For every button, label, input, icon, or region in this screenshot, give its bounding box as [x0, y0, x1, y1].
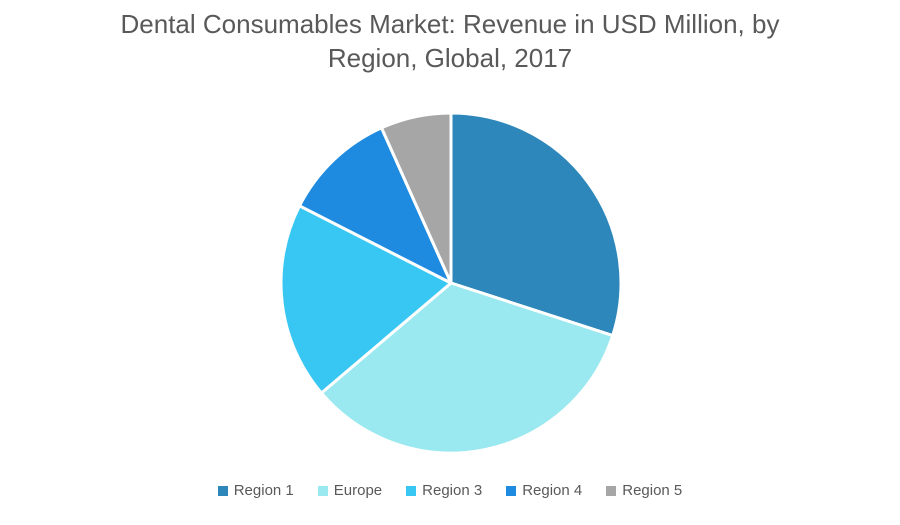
legend-item-region-1: Region 1	[217, 481, 294, 501]
legend-item-europe: Europe	[317, 481, 383, 501]
legend-swatch-region-3	[406, 486, 417, 496]
legend-swatch-region-5	[606, 486, 617, 496]
pie-slice-region-4	[298, 126, 453, 285]
legend-label-region-1: Region 1	[233, 482, 294, 499]
legend: Region 1 Europe Region 3 Region 4 Region 5	[0, 481, 900, 501]
chart-title-line2: Region, Global, 2017	[327, 43, 573, 73]
legend-label-region-4: Region 4	[522, 482, 583, 499]
legend-item-region-5: Region 5	[606, 481, 682, 501]
legend-item-region-3: Region 3	[406, 481, 482, 501]
legend-label-region-5: Region 5	[622, 482, 683, 499]
legend-item-region-4: Region 4	[506, 481, 582, 501]
pie-slice-europe	[319, 281, 615, 455]
pie-slice-region-1	[449, 111, 623, 338]
legend-swatch-region-4	[506, 486, 517, 496]
chart-title-line1: Dental Consumables Market: Revenue in US…	[120, 9, 780, 39]
legend-swatch-europe	[317, 486, 328, 496]
legend-label-europe: Europe	[333, 482, 383, 499]
chart-title: Dental Consumables Market: Revenue in US…	[0, 7, 900, 75]
legend-swatch-region-1	[217, 486, 228, 496]
pie-slice-region-5	[380, 111, 453, 285]
pie-slice-region-3	[279, 204, 453, 395]
legend-label-region-3: Region 3	[422, 482, 483, 499]
pie-chart	[279, 111, 623, 455]
